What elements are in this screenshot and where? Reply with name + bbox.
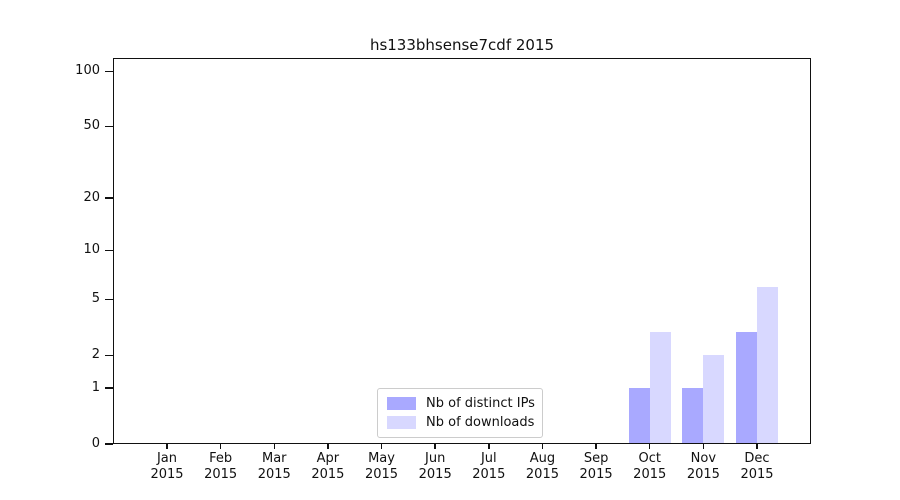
x-tick-mark	[702, 444, 705, 449]
legend-label: Nb of downloads	[426, 415, 535, 430]
x-tick-mark	[541, 444, 544, 449]
x-tick-year: 2015	[364, 467, 399, 482]
x-tick-month: May	[368, 451, 395, 466]
y-tick-mark	[105, 197, 113, 199]
y-tick-label: 1	[91, 380, 100, 396]
y-tick-mark	[105, 298, 113, 300]
bar-distinct-ips	[682, 388, 704, 443]
x-tick-label: Mar 2015	[242, 451, 306, 483]
x-tick-label: Oct 2015	[618, 451, 682, 483]
x-tick-month: Oct	[638, 451, 661, 466]
y-tick-label: 20	[83, 190, 100, 206]
x-tick-label: Feb 2015	[189, 451, 253, 483]
x-tick-label: Nov 2015	[671, 451, 735, 483]
x-tick-month: Dec	[744, 451, 770, 466]
x-tick-year: 2015	[686, 467, 720, 482]
y-tick-mark	[105, 443, 113, 445]
x-tick-month: Sep	[583, 451, 609, 466]
x-tick-month: Nov	[690, 451, 717, 466]
x-tick-mark	[595, 444, 597, 449]
legend-box: Nb of distinct IPs Nb of downloads	[377, 388, 543, 438]
y-tick-label: 100	[75, 63, 100, 79]
x-tick-month: Feb	[209, 451, 233, 466]
x-tick-month: Jan	[156, 451, 178, 466]
x-tick-year: 2015	[633, 467, 667, 482]
x-tick-year: 2015	[740, 467, 774, 482]
x-tick-mark	[380, 444, 383, 449]
plot-area	[113, 58, 811, 444]
x-tick-year: 2015	[525, 467, 559, 482]
x-tick-month: Apr	[316, 451, 340, 466]
chart-title: hs133bhsense7cdf 2015	[369, 36, 555, 54]
x-tick-label: Sep 2015	[564, 451, 628, 483]
legend-swatch-icon	[387, 397, 416, 410]
x-tick-label: Jul 2015	[457, 451, 521, 483]
x-tick-year: 2015	[204, 467, 238, 482]
x-tick-label: Apr 2015	[296, 451, 360, 483]
x-tick-mark	[327, 444, 329, 449]
y-tick-mark	[105, 70, 113, 72]
x-tick-label: Jun 2015	[403, 451, 467, 483]
x-tick-mark	[488, 444, 490, 449]
x-tick-label: Jan 2015	[135, 451, 199, 483]
x-tick-label: Dec 2015	[725, 451, 789, 483]
x-tick-month: Jun	[425, 451, 446, 466]
bar-downloads	[649, 332, 671, 443]
legend-swatch-icon	[387, 416, 416, 429]
bar-distinct-ips	[736, 332, 757, 443]
x-tick-year: 2015	[311, 467, 345, 482]
y-tick-label: 10	[83, 242, 100, 258]
x-tick-year: 2015	[257, 467, 291, 482]
y-tick-label: 2	[91, 347, 100, 363]
x-tick-year: 2015	[579, 467, 613, 482]
legend-row: Nb of distinct IPs	[387, 395, 535, 412]
x-tick-mark	[434, 444, 436, 449]
y-tick-label: 5	[91, 291, 100, 307]
bar-downloads	[757, 286, 778, 443]
x-tick-mark	[166, 444, 168, 449]
legend-row: Nb of downloads	[387, 414, 535, 431]
x-tick-year: 2015	[418, 467, 452, 482]
x-tick-mark	[219, 444, 222, 449]
bar-distinct-ips	[628, 388, 650, 443]
x-tick-month: Jul	[480, 451, 497, 466]
legend-label: Nb of distinct IPs	[426, 396, 535, 411]
x-tick-mark	[756, 444, 758, 449]
x-tick-year: 2015	[150, 467, 184, 482]
x-tick-year: 2015	[472, 467, 506, 482]
x-tick-label: Aug 2015	[510, 451, 574, 483]
y-tick-label: 50	[83, 118, 100, 134]
y-tick-label: 0	[91, 436, 100, 451]
bar-downloads	[703, 355, 725, 443]
y-tick-mark	[105, 249, 113, 252]
y-tick-mark	[105, 387, 113, 389]
x-tick-label: May 2015	[350, 451, 414, 483]
x-tick-month: Mar	[262, 451, 287, 466]
x-tick-month: Aug	[529, 451, 556, 466]
x-tick-mark	[649, 444, 651, 449]
x-tick-mark	[273, 444, 275, 449]
y-tick-mark	[105, 125, 113, 128]
y-tick-mark	[105, 354, 113, 356]
